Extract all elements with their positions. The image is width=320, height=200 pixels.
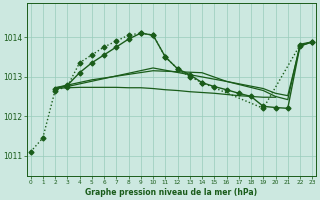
X-axis label: Graphe pression niveau de la mer (hPa): Graphe pression niveau de la mer (hPa) bbox=[85, 188, 258, 197]
